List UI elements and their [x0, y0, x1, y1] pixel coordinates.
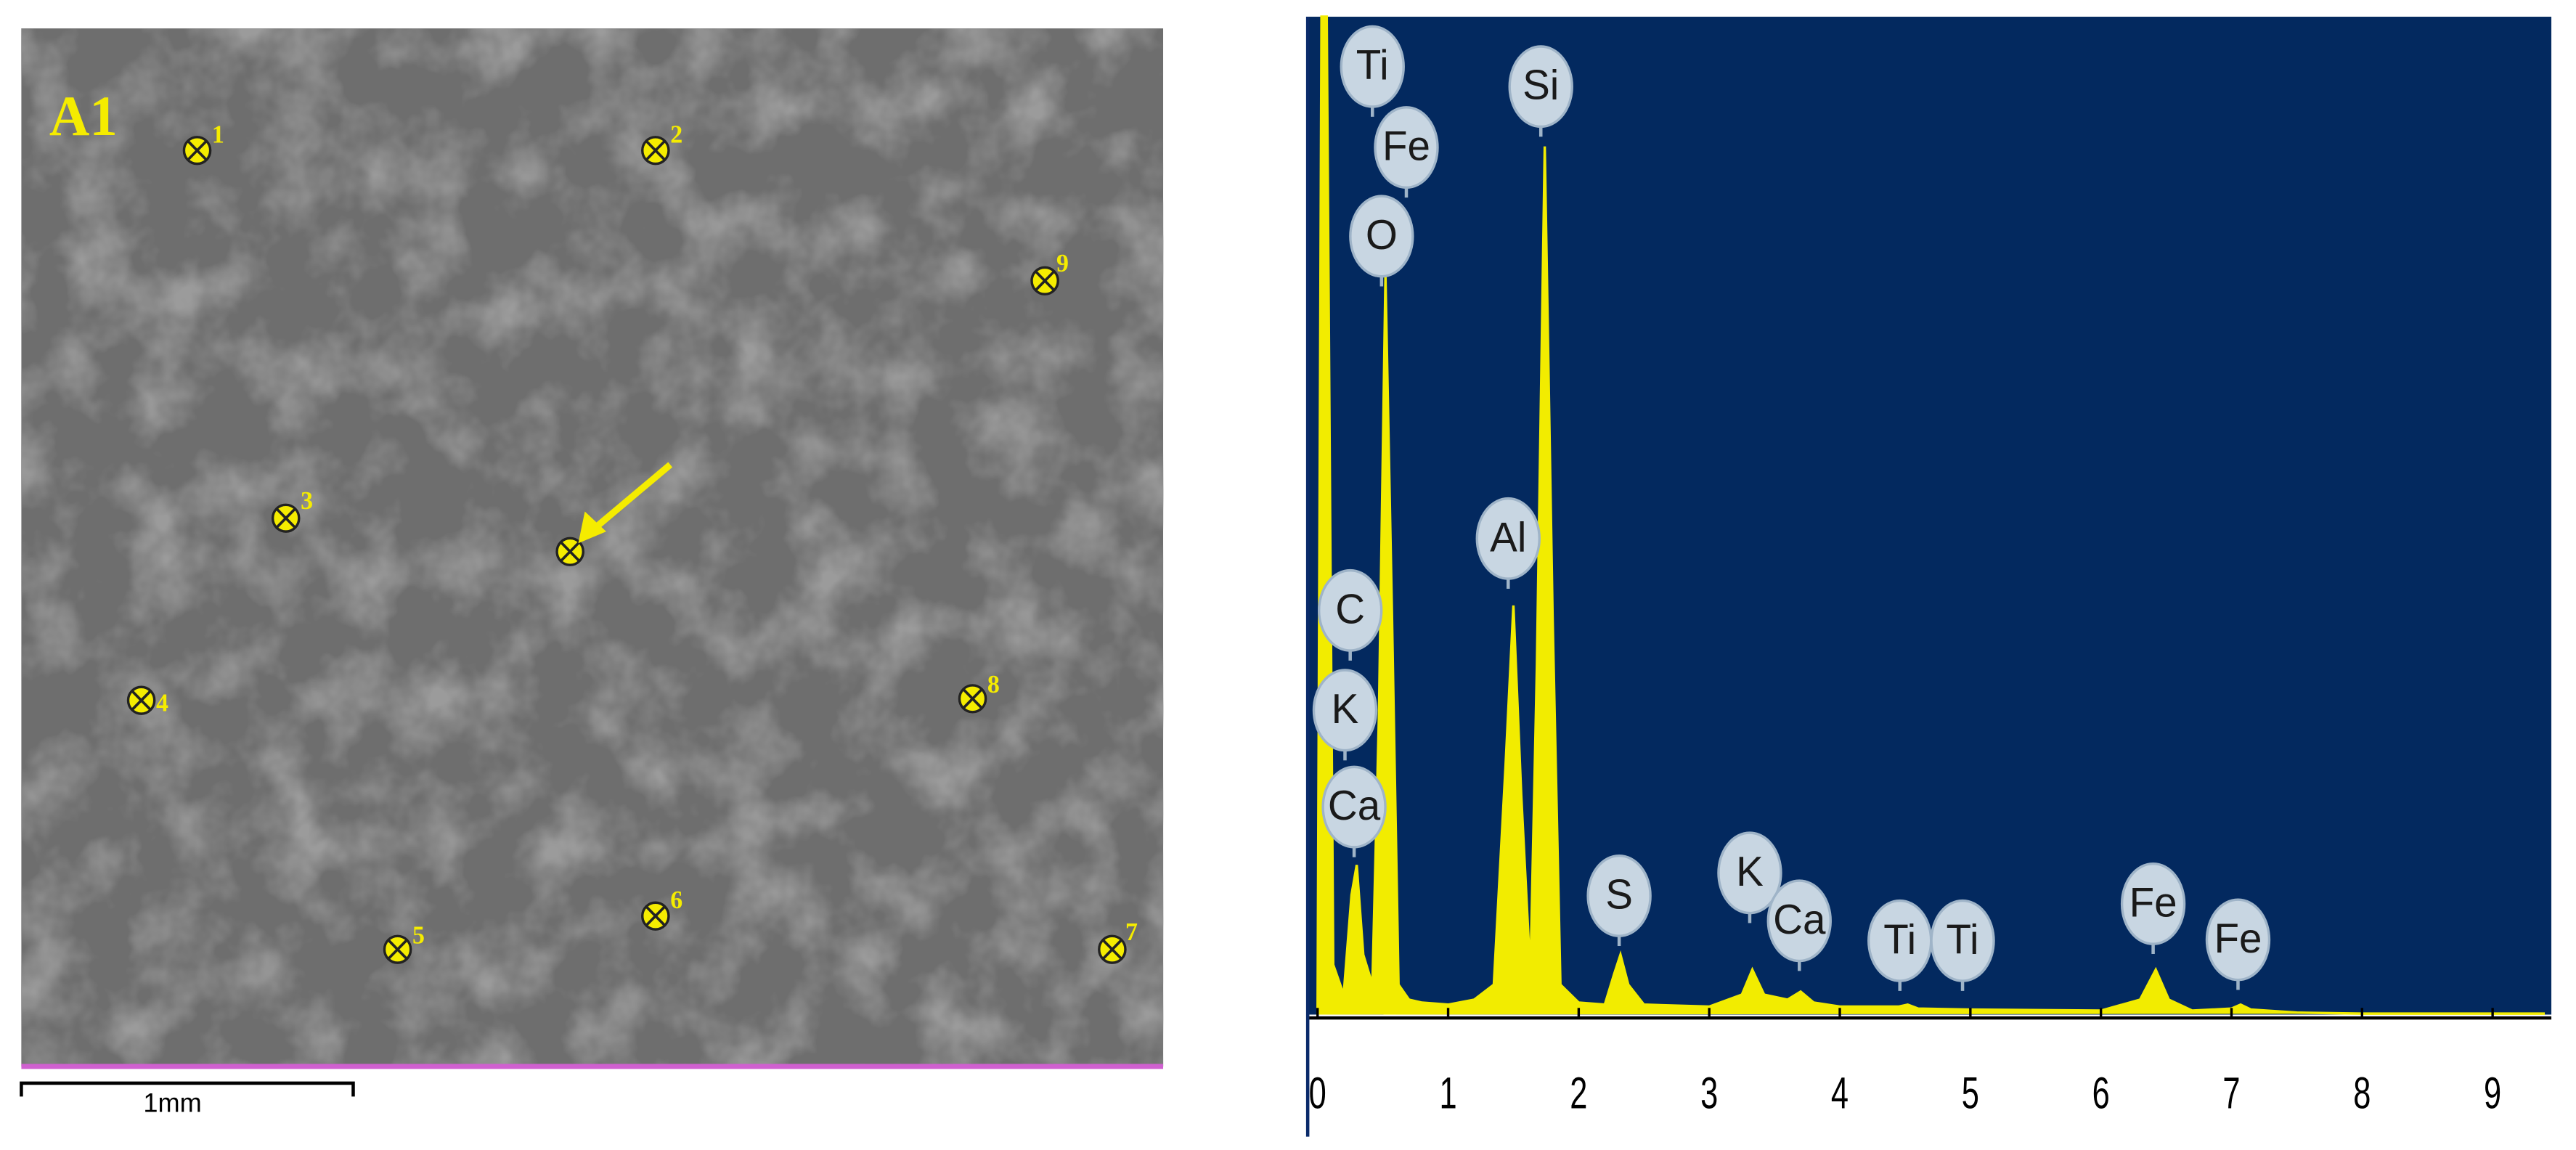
peak-label-bubble: [1717, 831, 1782, 915]
point-label: 1: [212, 121, 224, 148]
sem-texture: [21, 28, 1164, 1067]
peak-label-text: Si: [1523, 62, 1559, 109]
point-label: 9: [1056, 250, 1069, 277]
point-label: 2: [670, 121, 682, 148]
peak-label: S: [1586, 854, 1652, 947]
peak-label-bubble: [1312, 669, 1378, 752]
peak-label-text: Ti: [1883, 916, 1916, 963]
point-label: 5: [412, 921, 425, 949]
peak-label-text: Ca: [1328, 783, 1381, 830]
peak-label-bubble: [1321, 765, 1387, 849]
peak-label: Fe: [2120, 862, 2186, 955]
sem-image: A1 1 2 9 3 4 8 6 5 7 1mm: [20, 28, 1164, 1118]
peak-label-bubble: [1374, 106, 1439, 189]
peak-label-bubble: [1475, 497, 1541, 580]
peak-label-bubble: [2205, 898, 2271, 982]
peak-label: K: [1312, 669, 1378, 761]
peak-label-text: K: [1736, 848, 1764, 895]
scale-bar: [20, 1081, 355, 1097]
x-tick-label: 9: [2484, 1069, 2501, 1118]
peak-label-text: Fe: [1382, 123, 1430, 170]
scale-bar-label: 1mm: [143, 1088, 201, 1117]
point-label: 6: [670, 886, 682, 914]
peak-label-bubble: [1586, 854, 1652, 937]
peak-label: Ca: [1321, 765, 1387, 857]
peak-label-bubble: [1340, 25, 1405, 108]
x-tick-label: 4: [1831, 1069, 1849, 1118]
peak-label-bubble: [2120, 862, 2186, 945]
peak-label-text: O: [1366, 211, 1398, 258]
x-tick-label: 1: [1439, 1069, 1456, 1118]
peak-label: Fe: [1374, 106, 1439, 198]
peak-label-text: Fe: [2214, 915, 2262, 962]
spectrum-area: [1316, 15, 2546, 1015]
point-label: 7: [1125, 918, 1138, 946]
peak-label-bubble: [1508, 45, 1573, 129]
peak-label: Si: [1508, 45, 1573, 137]
x-tick-label: 5: [1962, 1069, 1979, 1118]
peak-label-text: Ti: [1947, 916, 1979, 963]
peak-label-bubble: [1317, 568, 1383, 652]
peak-label-text: Ca: [1773, 896, 1826, 943]
arrow-head: [578, 511, 606, 544]
peak-label-text: Ti: [1356, 42, 1389, 89]
peak-label: C: [1317, 568, 1383, 661]
peak-label-bubble: [1349, 195, 1414, 278]
peak-label: Ca: [1766, 879, 1832, 971]
peak-label-text: Fe: [2129, 879, 2177, 926]
peak-label-bubble: [1766, 879, 1832, 963]
x-tick-label: 6: [2092, 1069, 2110, 1118]
peak-label: K: [1717, 831, 1782, 923]
x-tick-label: 3: [1700, 1069, 1718, 1118]
peak-label: Ti: [1930, 899, 1995, 991]
x-tick-label: 7: [2222, 1069, 2240, 1118]
point-label: 3: [301, 487, 313, 515]
peak-label: Al: [1475, 497, 1541, 589]
peak-label-text: K: [1332, 685, 1359, 733]
peak-label: Fe: [2205, 898, 2271, 990]
peak-label-text: C: [1335, 586, 1365, 633]
x-tick-label: 8: [2353, 1069, 2371, 1118]
image-label: A1: [49, 84, 118, 147]
point-label: 8: [987, 671, 1000, 698]
arrow: [592, 462, 673, 531]
peak-label-bubble: [1930, 899, 1995, 982]
x-tick-label: 2: [1570, 1069, 1587, 1118]
peak-label: Ti: [1340, 25, 1405, 117]
peak-label-text: Al: [1490, 514, 1526, 561]
peak-label-text: S: [1605, 871, 1633, 918]
point-label: 4: [156, 689, 168, 717]
x-tick-label: 0: [1309, 1069, 1326, 1118]
peak-label: O: [1349, 195, 1414, 287]
